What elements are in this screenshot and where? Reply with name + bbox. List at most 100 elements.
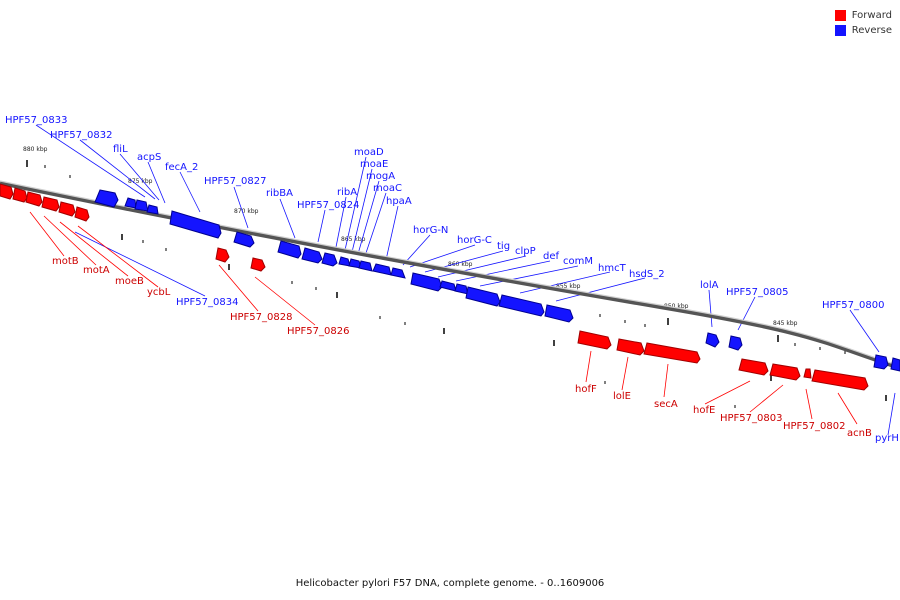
label-clpP: clpP [515, 246, 536, 257]
label-ycbL: ycbL [147, 287, 171, 298]
gene-labels-forward: motB motA moeB ycbL HPF57_0828 HPF57_082… [52, 256, 872, 439]
label-horG-C: horG-C [457, 235, 492, 246]
label-moaD: moaD [354, 147, 384, 158]
gene-ribBA-b[interactable] [301, 247, 323, 264]
label-HPF57_0828: HPF57_0828 [230, 312, 292, 323]
gene-ribA[interactable] [338, 256, 351, 267]
reverse-genes [94, 189, 900, 372]
legend-reverse: Reverse [834, 23, 892, 38]
label-hofE: hofE [693, 405, 715, 416]
gene-HPF57_0832[interactable] [94, 189, 119, 208]
gene-hofF[interactable] [577, 330, 612, 350]
gene-pyrH-partial[interactable] [890, 357, 900, 372]
label-pyrH: pyrH [875, 433, 899, 444]
label-horG-N: horG-N [413, 225, 448, 236]
forward-genes [0, 183, 869, 391]
gene-HPF57_0834[interactable] [74, 206, 90, 222]
gene-acnB[interactable] [811, 369, 869, 391]
label-motA: motA [83, 265, 110, 276]
label-HPF57_0826: HPF57_0826 [287, 326, 349, 337]
label-fecA_2: fecA_2 [165, 162, 198, 173]
label-hofF: hofF [575, 384, 597, 395]
gene-moaC[interactable] [372, 263, 392, 276]
gene-moeB[interactable] [41, 196, 60, 212]
label-hsdS_2: hsdS_2 [629, 269, 665, 280]
label-HPF57_0834: HPF57_0834 [176, 297, 238, 308]
label-moaC: moaC [373, 183, 402, 194]
gene-HPF57_0827[interactable] [233, 231, 255, 248]
gene-ycbL[interactable] [58, 201, 76, 217]
legend: Forward Reverse [834, 8, 892, 38]
label-HPF57_0800: HPF57_0800 [822, 300, 884, 311]
gene-HPF57_0803[interactable] [769, 363, 801, 381]
label-secA: secA [654, 399, 678, 410]
gene-HPF57_0826[interactable] [250, 257, 266, 272]
gene-hsdS_2[interactable] [544, 304, 574, 323]
label-HPF57_0803: HPF57_0803 [720, 413, 782, 424]
legend-forward: Forward [834, 8, 892, 23]
gene-motB[interactable] [12, 187, 28, 203]
gene-labels-reverse: HPF57_0833 HPF57_0832 fliL acpS fecA_2 H… [5, 115, 899, 444]
leader-lines [29, 124, 896, 436]
gene-HPF57_0828[interactable] [215, 247, 230, 263]
label-HPF57_0805: HPF57_0805 [726, 287, 788, 298]
gene-HPF57_0800[interactable] [873, 354, 889, 370]
scale-label-855: 855 kbp [556, 283, 581, 290]
gene-tig[interactable] [454, 283, 469, 295]
label-HPF57_0827: HPF57_0827 [204, 176, 266, 187]
gene-lolA[interactable] [705, 332, 720, 348]
gene-HPF57_0802[interactable] [803, 368, 812, 379]
gene-acpS[interactable] [134, 199, 149, 212]
scale-label-875: 875 kbp [128, 178, 153, 185]
gene-HPF57_0805[interactable] [728, 335, 743, 351]
gene-hpaA[interactable] [390, 267, 406, 279]
forward-swatch [834, 10, 846, 21]
label-ribBA: ribBA [266, 188, 293, 199]
gene-comM[interactable] [498, 294, 545, 317]
label-moaE: moaE [360, 159, 388, 170]
scale-label-850: 850 kbp [664, 303, 689, 310]
major-ticks [26, 160, 887, 401]
label-comM: comM [563, 256, 593, 267]
reverse-swatch [834, 25, 846, 36]
scale-label-880: 880 kbp [23, 146, 48, 153]
legend-reverse-label: Reverse [851, 25, 892, 36]
label-moeB: moeB [115, 276, 144, 287]
gene-clpP[interactable] [465, 286, 501, 307]
gene-secA[interactable] [643, 342, 701, 364]
label-ribA: ribA [337, 187, 357, 198]
label-acnB: acnB [847, 428, 872, 439]
scale-label-865: 865 kbp [341, 236, 366, 243]
label-HPF57_0802: HPF57_0802 [783, 421, 845, 432]
gene-horG-N[interactable] [410, 272, 443, 292]
label-HPF57_0824: HPF57_0824 [297, 200, 359, 211]
genome-caption: Helicobacter pylori F57 DNA, complete ge… [295, 578, 605, 589]
scale-label-845: 845 kbp [773, 320, 798, 327]
gene-fliL[interactable] [124, 197, 137, 209]
scale-label-860: 860 kbp [448, 261, 473, 268]
label-lolA: lolA [700, 280, 719, 291]
gene-moaE[interactable] [358, 260, 373, 272]
label-fliL: fliL [113, 144, 128, 155]
gene-lolE[interactable] [616, 338, 645, 356]
label-hmcT: hmcT [598, 263, 627, 274]
label-acpS: acpS [137, 152, 161, 163]
gene-motA[interactable] [25, 191, 43, 207]
gene-hofE[interactable] [738, 358, 769, 376]
minor-ticks [44, 165, 846, 408]
label-HPF57_0833: HPF57_0833 [5, 115, 67, 126]
gene-fecA_2-a[interactable] [146, 204, 159, 215]
scale-label-870: 870 kbp [234, 208, 259, 215]
scale-labels: 880 kbp 875 kbp 870 kbp 865 kbp 860 kbp … [23, 146, 798, 327]
gene-fecA_2[interactable] [169, 210, 222, 239]
label-tig: tig [497, 241, 510, 252]
label-HPF57_0832: HPF57_0832 [50, 130, 112, 141]
gene-horG-C[interactable] [439, 280, 457, 292]
gene-ribBA[interactable] [277, 240, 302, 259]
label-mogA: mogA [366, 171, 395, 182]
legend-forward-label: Forward [851, 10, 892, 21]
gene-motB-a[interactable] [0, 183, 14, 200]
gene-HPF57_0824[interactable] [321, 252, 338, 267]
label-motB: motB [52, 256, 79, 267]
